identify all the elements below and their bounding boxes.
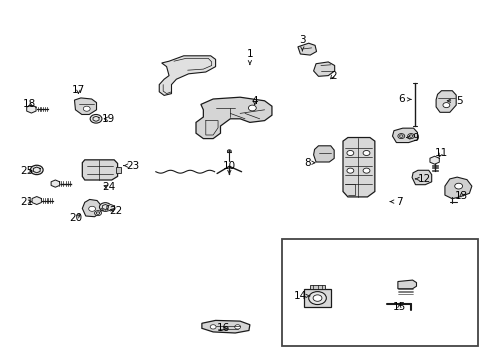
Circle shape bbox=[90, 114, 102, 123]
Polygon shape bbox=[102, 204, 108, 210]
Text: 5: 5 bbox=[447, 96, 463, 106]
Circle shape bbox=[347, 168, 354, 173]
Text: 22: 22 bbox=[109, 206, 123, 216]
Text: 19: 19 bbox=[102, 114, 116, 124]
Circle shape bbox=[210, 325, 216, 329]
Bar bbox=[116, 167, 121, 173]
Text: 1: 1 bbox=[246, 49, 253, 64]
Text: 2: 2 bbox=[330, 71, 337, 81]
Polygon shape bbox=[445, 177, 472, 199]
Polygon shape bbox=[430, 156, 440, 164]
Text: 16: 16 bbox=[217, 323, 231, 333]
Circle shape bbox=[408, 134, 415, 139]
Circle shape bbox=[347, 150, 354, 156]
Circle shape bbox=[30, 165, 43, 175]
Text: 18: 18 bbox=[23, 99, 36, 109]
Bar bbox=[282, 239, 478, 346]
Circle shape bbox=[313, 295, 322, 301]
Text: 8: 8 bbox=[304, 158, 315, 168]
Circle shape bbox=[309, 292, 326, 305]
Polygon shape bbox=[74, 98, 97, 114]
Text: 14: 14 bbox=[294, 291, 310, 301]
Circle shape bbox=[248, 105, 256, 111]
Text: 25: 25 bbox=[20, 166, 34, 176]
Polygon shape bbox=[93, 116, 99, 121]
Circle shape bbox=[363, 150, 370, 156]
Polygon shape bbox=[82, 160, 118, 180]
Polygon shape bbox=[298, 43, 317, 55]
Polygon shape bbox=[26, 105, 36, 113]
Polygon shape bbox=[196, 97, 272, 139]
Circle shape bbox=[99, 203, 111, 211]
Polygon shape bbox=[82, 199, 101, 217]
Bar bbox=[310, 285, 325, 289]
Circle shape bbox=[235, 325, 241, 329]
Polygon shape bbox=[107, 204, 115, 211]
Polygon shape bbox=[412, 170, 432, 185]
Text: 21: 21 bbox=[20, 197, 34, 207]
Text: 9: 9 bbox=[406, 132, 419, 143]
Text: 7: 7 bbox=[390, 197, 403, 207]
Polygon shape bbox=[32, 197, 42, 204]
Polygon shape bbox=[314, 146, 334, 162]
Circle shape bbox=[398, 134, 405, 139]
Polygon shape bbox=[436, 91, 456, 112]
Polygon shape bbox=[314, 62, 335, 76]
Polygon shape bbox=[398, 280, 416, 289]
Polygon shape bbox=[159, 56, 216, 95]
Bar bbox=[304, 289, 331, 307]
Polygon shape bbox=[392, 128, 417, 143]
Text: 12: 12 bbox=[416, 174, 432, 184]
Text: 17: 17 bbox=[72, 85, 85, 95]
Polygon shape bbox=[51, 180, 60, 187]
Text: 24: 24 bbox=[102, 182, 116, 192]
Circle shape bbox=[443, 103, 450, 108]
Circle shape bbox=[455, 183, 463, 189]
Circle shape bbox=[363, 168, 370, 173]
Text: 3: 3 bbox=[299, 35, 306, 51]
Circle shape bbox=[227, 150, 231, 153]
Text: 10: 10 bbox=[223, 161, 236, 174]
Text: 13: 13 bbox=[455, 191, 468, 201]
Text: 23: 23 bbox=[124, 161, 140, 171]
Polygon shape bbox=[343, 138, 375, 197]
Text: 11: 11 bbox=[434, 148, 448, 158]
Circle shape bbox=[89, 206, 96, 211]
Polygon shape bbox=[33, 167, 40, 173]
Text: 15: 15 bbox=[392, 302, 406, 312]
Text: 6: 6 bbox=[398, 94, 411, 104]
Circle shape bbox=[95, 211, 101, 216]
Text: 20: 20 bbox=[70, 213, 82, 223]
Circle shape bbox=[83, 106, 90, 111]
Text: 4: 4 bbox=[251, 96, 258, 106]
Polygon shape bbox=[202, 320, 250, 333]
